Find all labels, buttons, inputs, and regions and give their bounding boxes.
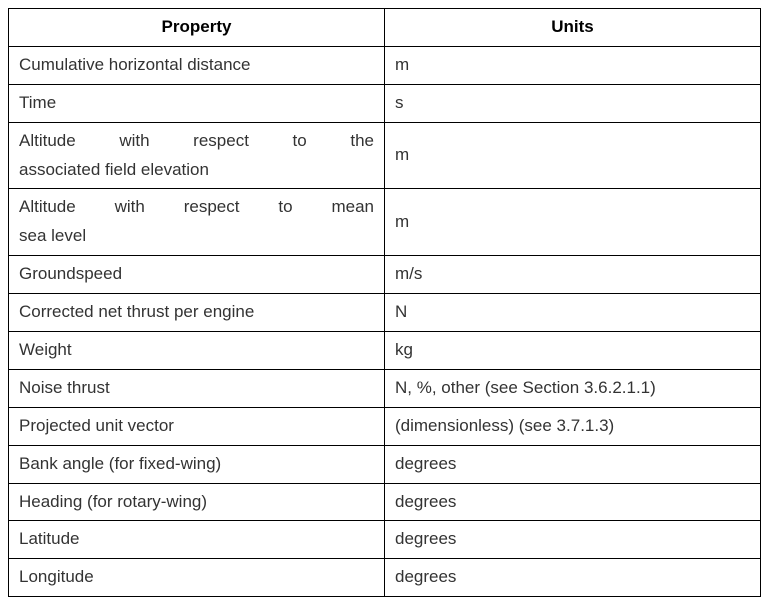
- table-row: Time s: [9, 84, 761, 122]
- table-row: Heading (for rotary-wing) degrees: [9, 483, 761, 521]
- cell-units: (dimensionless) (see 3.7.1.3): [385, 407, 761, 445]
- cell-property: Cumulative horizontal distance: [9, 46, 385, 84]
- cell-property: Latitude: [9, 521, 385, 559]
- cell-units: s: [385, 84, 761, 122]
- cell-property: Longitude: [9, 559, 385, 597]
- cell-property: Corrected net thrust per engine: [9, 294, 385, 332]
- cell-units: kg: [385, 332, 761, 370]
- table-row: Longitude degrees: [9, 559, 761, 597]
- table-row: Weight kg: [9, 332, 761, 370]
- table-row: Groundspeed m/s: [9, 256, 761, 294]
- cell-property: Time: [9, 84, 385, 122]
- cell-units: m: [385, 122, 761, 189]
- cell-property: Weight: [9, 332, 385, 370]
- table-row: Altitude with respect to the associated …: [9, 122, 761, 189]
- units-text: N, %, other (see Section 3.6.2.1.1): [395, 378, 656, 397]
- table-row: Cumulative horizontal distance m: [9, 46, 761, 84]
- cell-property: Bank angle (for fixed-wing): [9, 445, 385, 483]
- cell-units: m/s: [385, 256, 761, 294]
- cell-property: Altitude with respect to mean sea level: [9, 189, 385, 256]
- table-row: Altitude with respect to mean sea level …: [9, 189, 761, 256]
- cell-units: degrees: [385, 521, 761, 559]
- table-row: Noise thrust N, %, other (see Section 3.…: [9, 369, 761, 407]
- cell-units: degrees: [385, 483, 761, 521]
- cell-units: degrees: [385, 445, 761, 483]
- property-line2: associated field elevation: [19, 160, 209, 179]
- table-row: Latitude degrees: [9, 521, 761, 559]
- cell-property: Projected unit vector: [9, 407, 385, 445]
- cell-units: N, %, other (see Section 3.6.2.1.1): [385, 369, 761, 407]
- cell-units: degrees: [385, 559, 761, 597]
- cell-property: Noise thrust: [9, 369, 385, 407]
- property-line2: sea level: [19, 226, 86, 245]
- table-row: Bank angle (for fixed-wing) degrees: [9, 445, 761, 483]
- table-header-row: Property Units: [9, 9, 761, 47]
- col-header-property: Property: [9, 9, 385, 47]
- property-line1: Altitude with respect to mean: [19, 193, 374, 222]
- cell-units: N: [385, 294, 761, 332]
- cell-property: Altitude with respect to the associated …: [9, 122, 385, 189]
- cell-units: m: [385, 189, 761, 256]
- cell-units: m: [385, 46, 761, 84]
- table-row: Projected unit vector (dimensionless) (s…: [9, 407, 761, 445]
- property-line1: Altitude with respect to the: [19, 127, 374, 156]
- col-header-units: Units: [385, 9, 761, 47]
- table-row: Corrected net thrust per engine N: [9, 294, 761, 332]
- property-units-table: Property Units Cumulative horizontal dis…: [8, 8, 761, 597]
- cell-property: Groundspeed: [9, 256, 385, 294]
- cell-property: Heading (for rotary-wing): [9, 483, 385, 521]
